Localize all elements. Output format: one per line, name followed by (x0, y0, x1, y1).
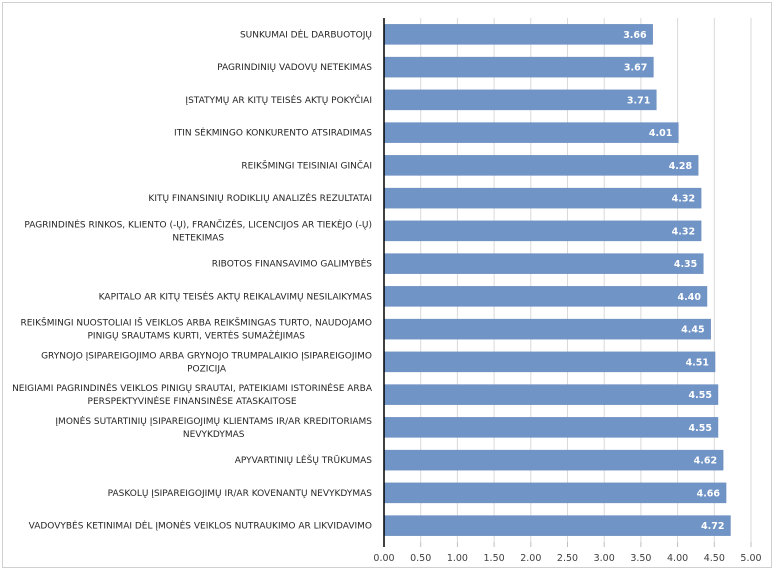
x-tick-label: 4.00 (667, 553, 688, 564)
bar (383, 220, 702, 242)
category-label: RIBOTOS FINANSAVIMO GALIMYBĖS (212, 259, 373, 270)
x-tick-label: 3.00 (594, 553, 615, 564)
data-label: 4.62 (694, 456, 717, 467)
category-label: NEIGIAMI PAGRINDINĖS VEIKLOS PINIGŲ SRAU… (12, 383, 373, 394)
category-label: REIKŠMINGI TEISINIAI GINČAI (241, 159, 372, 171)
category-label: APYVARTINIŲ LĖŠŲ TRŪKUMAS (235, 454, 373, 466)
x-tick-label: 3.50 (630, 553, 651, 564)
data-label: 4.55 (689, 423, 712, 434)
bar (383, 56, 654, 78)
category-label: PASKOLŲ ĮSIPAREIGOJIMŲ IR/AR KOVENANTŲ N… (108, 489, 373, 499)
category-label: PAGRINDINĖS RINKOS, KLIENTO (-Ų), FRANČI… (24, 218, 372, 230)
category-label: NETEKIMAS (172, 233, 224, 243)
category-label: SUNKUMAI DĖL DARBUOTOJŲ (240, 29, 372, 40)
data-label: 4.72 (701, 521, 724, 532)
x-tick-label: 2.00 (520, 553, 541, 564)
category-label: KITŲ FINANSINIŲ RODIKLIŲ ANALIZĖS REZULT… (148, 193, 372, 204)
bar (383, 482, 727, 504)
data-label: 4.32 (672, 194, 695, 205)
data-label: 4.55 (689, 390, 712, 401)
bar (383, 318, 711, 340)
category-label: NEVYKDYMAS (183, 430, 245, 440)
x-tick-label: 0.00 (373, 553, 394, 564)
x-tick-label: 2.50 (557, 553, 578, 564)
x-tick-label: 4.50 (704, 553, 725, 564)
bar (383, 187, 702, 209)
data-label: 4.66 (697, 488, 721, 499)
data-label: 4.45 (681, 325, 704, 336)
data-label: 4.35 (674, 259, 697, 270)
category-label: ITIN SĖKMINGO KONKURENTO ATSIRADIMAS (174, 128, 372, 139)
category-label: ĮMONĖS SUTARTINIŲ ĮSIPAREIGOJIMŲ KLIENTA… (55, 416, 372, 427)
data-label: 4.32 (672, 226, 695, 237)
data-label: 4.51 (686, 357, 709, 368)
x-tick-label: 0.50 (410, 553, 431, 564)
data-label: 3.71 (627, 95, 650, 106)
data-label: 4.28 (669, 161, 693, 172)
category-label: KAPITALO AR KITŲ TEISĖS AKTŲ REIKALAVIMŲ… (99, 291, 373, 302)
bar (383, 253, 704, 274)
category-label: GRYNOJO ĮSIPAREIGOJIMO ARBA GRYNOJO TRUM… (41, 351, 372, 361)
bar (383, 155, 699, 176)
x-tick-label: 5.00 (740, 553, 761, 564)
category-label: ĮSTATYMŲ AR KITŲ TEISĖS AKTŲ POKYČIAI (185, 94, 372, 106)
bar (383, 89, 657, 111)
category-label: REIKŠMINGI NUOSTOLIAI IŠ VEIKLOS ARBA RE… (20, 317, 372, 329)
category-label: POZICIJA (187, 364, 227, 374)
category-label: PINIGŲ SRAUTAMS KURTI, VERTĖS SUMAŽĖJIMA… (88, 330, 306, 342)
data-label: 3.67 (624, 63, 647, 74)
chart-frame (2, 2, 772, 568)
data-label: 3.66 (623, 30, 647, 41)
bar (383, 449, 724, 471)
bar (383, 515, 731, 536)
x-tick-label: 1.50 (484, 553, 505, 564)
data-label: 4.40 (678, 292, 702, 303)
bar (383, 417, 719, 438)
bar (383, 122, 679, 143)
bar (383, 286, 708, 307)
category-label: PAGRINDINIŲ VADOVŲ NETEKIMAS (217, 63, 372, 73)
category-label: VADOVYBĖS KETINIMAI DĖL ĮMONĖS VEIKLOS N… (29, 521, 372, 532)
data-label: 4.01 (649, 128, 672, 139)
bar (383, 384, 719, 405)
bar (383, 24, 653, 45)
bar (383, 351, 716, 373)
x-tick-label: 1.00 (447, 553, 468, 564)
category-label: PERSPEKTYVINĖSE FINANSINĖSE ATASKAITOSE (88, 396, 297, 407)
